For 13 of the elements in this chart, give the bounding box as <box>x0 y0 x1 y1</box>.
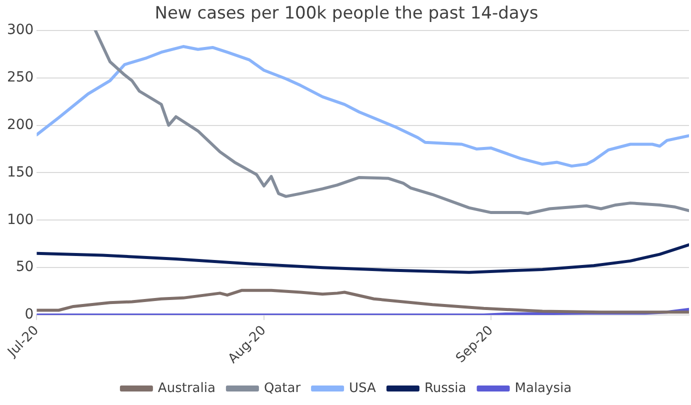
legend-label: Australia <box>158 380 216 396</box>
chart-title: New cases per 100k people the past 14-days <box>154 4 538 24</box>
y-tick-label: 100 <box>6 212 34 228</box>
legend-label: Russia <box>424 380 466 396</box>
legend-label: Malaysia <box>514 380 572 396</box>
y-tick-label: 150 <box>6 164 34 180</box>
y-tick-label: 50 <box>16 259 34 276</box>
y-tick-label: 0 <box>24 306 34 323</box>
legend-label: USA <box>349 380 376 396</box>
y-tick-label: 300 <box>6 22 34 38</box>
y-tick-label: 200 <box>6 116 34 133</box>
legend-label: Qatar <box>264 380 302 396</box>
y-tick-label: 250 <box>6 69 34 86</box>
